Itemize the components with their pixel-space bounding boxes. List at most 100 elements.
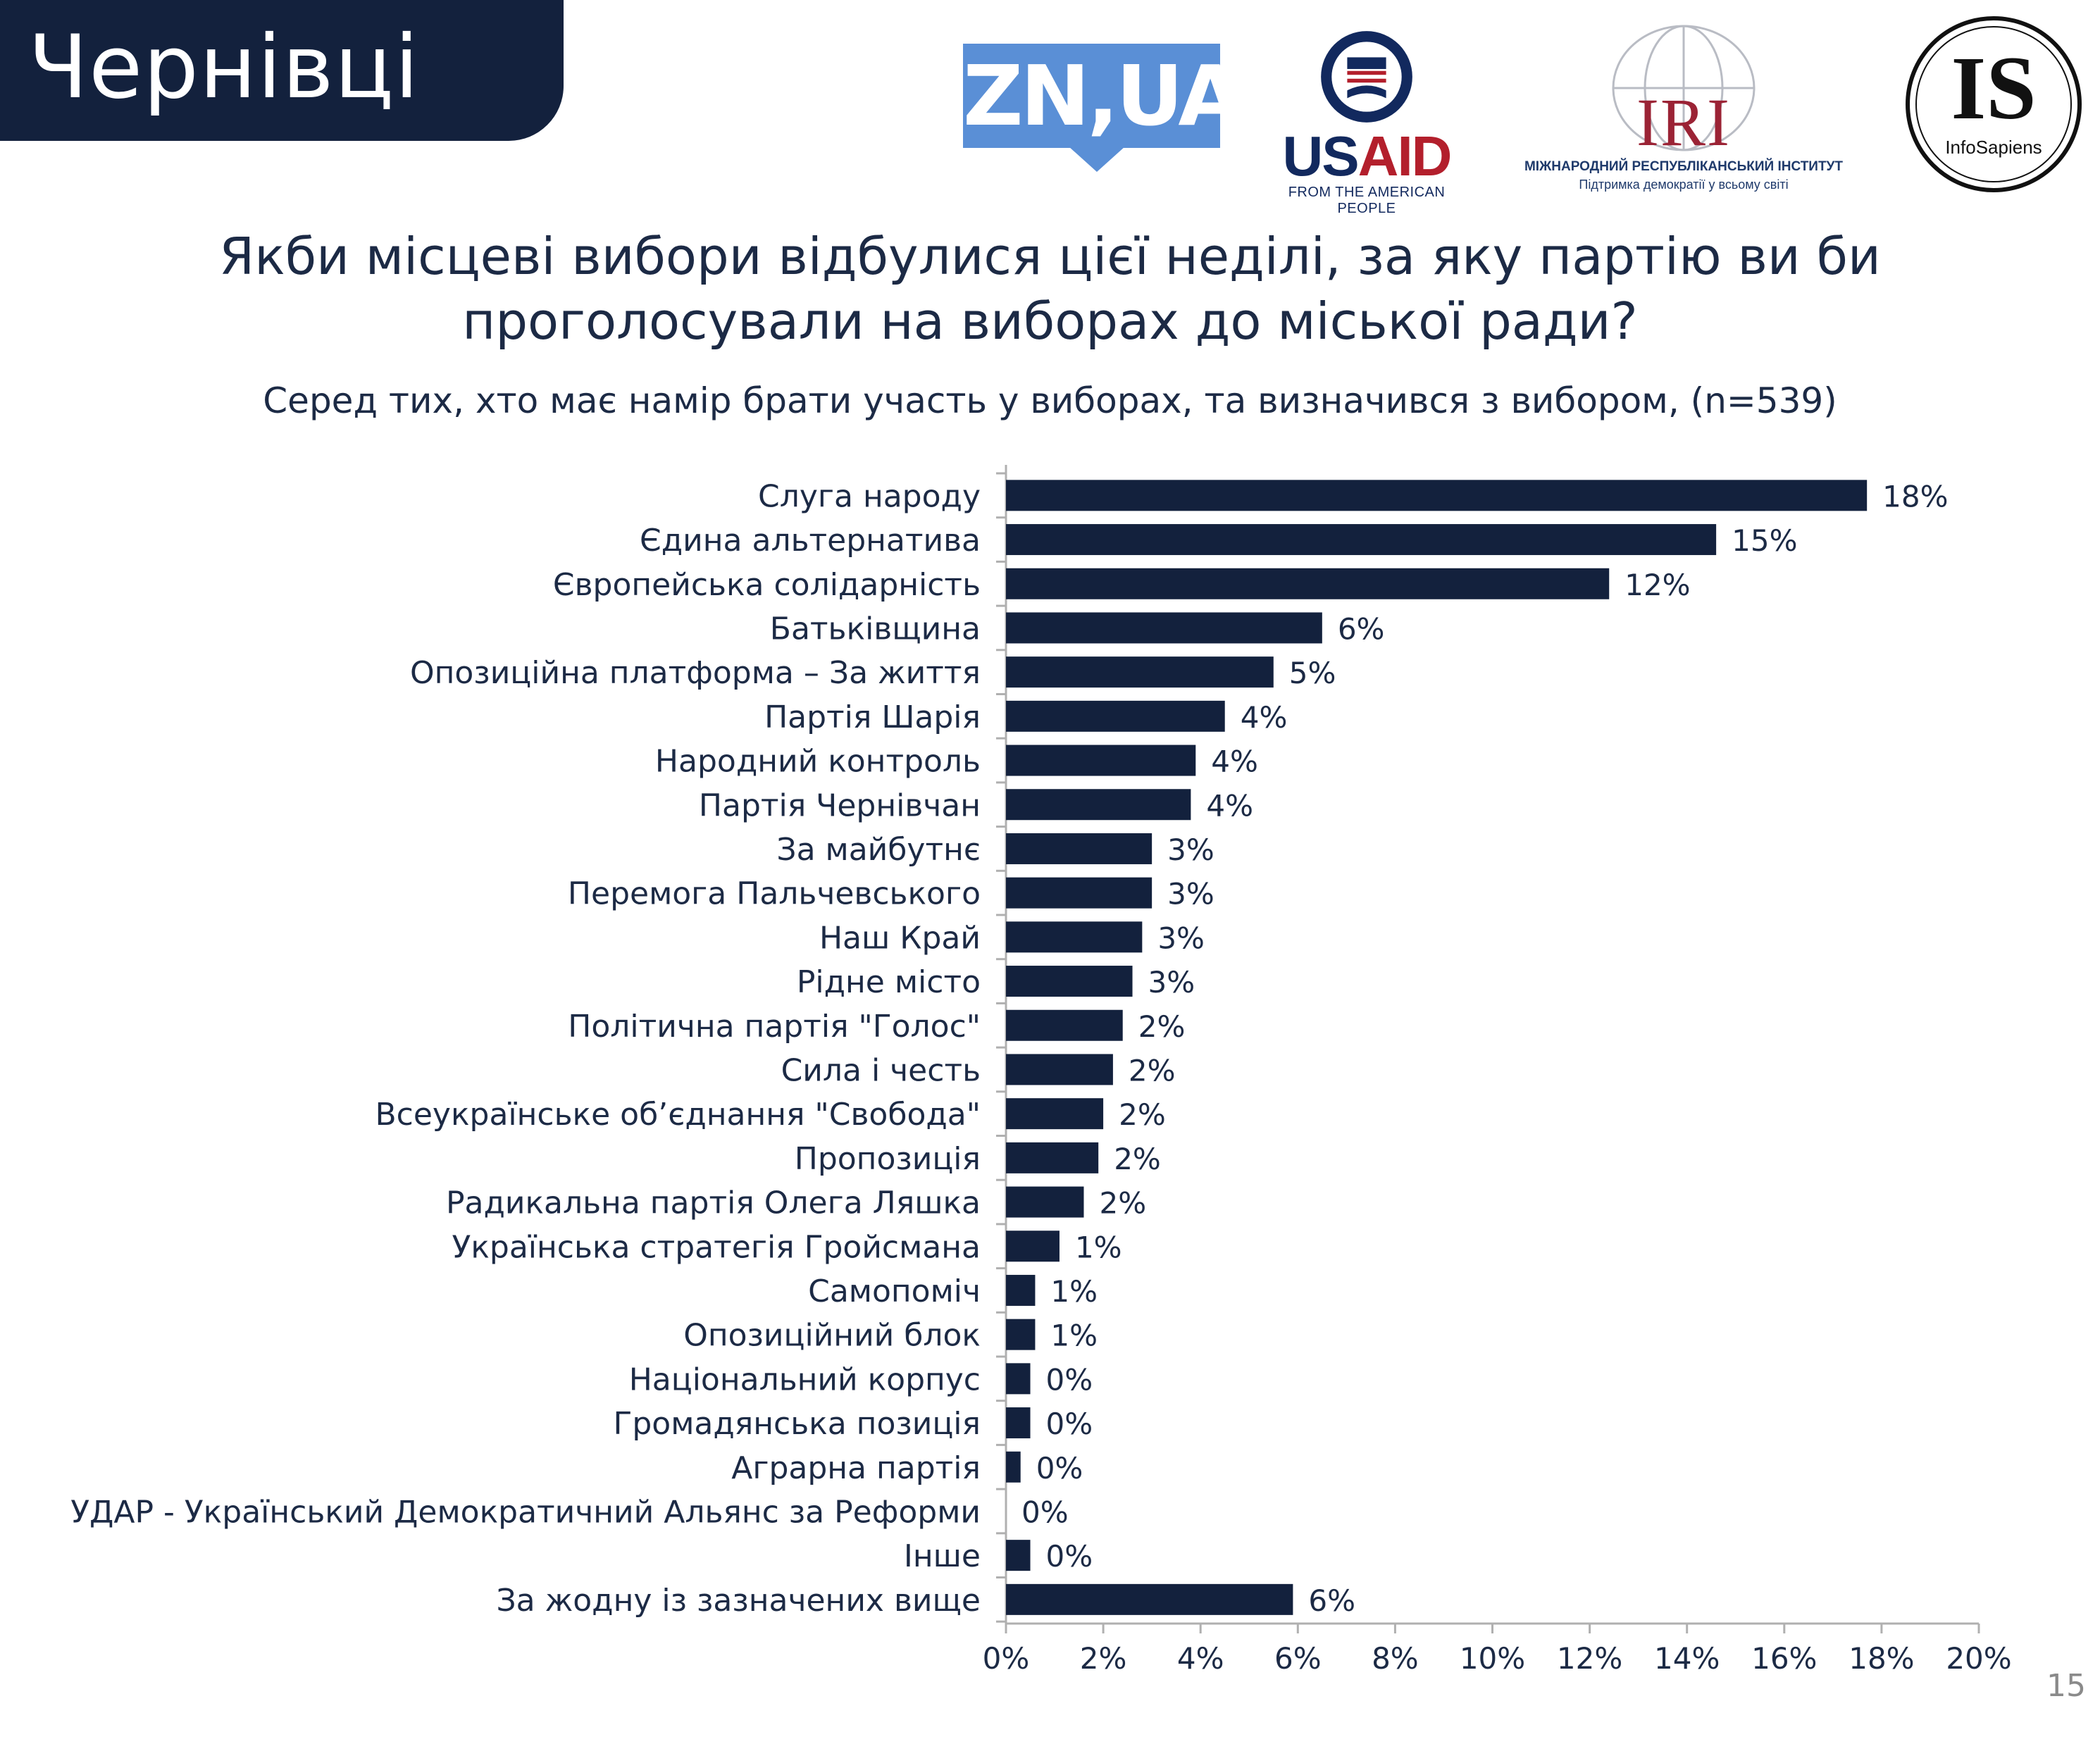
x-tick-label: 12% xyxy=(1557,1641,1622,1676)
value-label: 6% xyxy=(1308,1583,1355,1618)
x-tick-label: 0% xyxy=(983,1641,1030,1676)
bar xyxy=(1006,1142,1099,1173)
value-label: 4% xyxy=(1206,788,1253,823)
chart-title: Якби місцеві вибори відбулися цієї неділ… xyxy=(0,224,2100,354)
value-label: 2% xyxy=(1119,1097,1166,1132)
infosapiens-name: InfoSapiens xyxy=(1945,137,2042,158)
iri-institute-name: МІЖНАРОДНИЙ РЕСПУБЛІКАНСЬКИЙ ІНСТИТУТ xyxy=(1524,159,1843,174)
category-label: Європейська солідарність xyxy=(553,567,981,603)
bar xyxy=(1006,568,1610,599)
bar xyxy=(1006,1319,1036,1350)
value-label: 4% xyxy=(1241,700,1288,735)
category-label: Опозиційний блок xyxy=(683,1318,981,1354)
category-label: УДАР - Український Демократичний Альянс … xyxy=(70,1494,981,1530)
bar xyxy=(1006,966,1133,997)
value-label: 1% xyxy=(1050,1319,1098,1353)
value-label: 15% xyxy=(1732,523,1797,558)
zn-ua-logo-tail xyxy=(1069,147,1125,172)
category-label: Батьківщина xyxy=(770,611,981,647)
value-label: 2% xyxy=(1129,1053,1176,1088)
city-header-tab: Чернівці xyxy=(0,0,564,141)
x-tick-label: 6% xyxy=(1274,1641,1322,1676)
value-label: 3% xyxy=(1167,833,1214,867)
category-label: Національний корпус xyxy=(629,1362,981,1397)
iri-wordmark: IRI xyxy=(1636,85,1731,160)
category-label: За жодну із зазначених вище xyxy=(496,1583,981,1619)
value-label: 5% xyxy=(1289,656,1336,690)
city-title: Чернівці xyxy=(28,17,420,118)
bar xyxy=(1006,833,1152,864)
bar xyxy=(1006,524,1717,556)
usaid-seal-icon xyxy=(1321,31,1412,123)
value-label: 0% xyxy=(1021,1495,1069,1529)
category-label: Єдина альтернатива xyxy=(640,523,981,559)
bar xyxy=(1006,877,1152,909)
iri-globe-icon xyxy=(1612,25,1756,151)
bar xyxy=(1006,1186,1084,1218)
bar xyxy=(1006,656,1274,688)
iri-logo: IRI МІЖНАРОДНИЙ РЕСПУБЛІКАНСЬКИЙ ІНСТИТУ… xyxy=(1504,21,1863,197)
category-label: Аграрна партія xyxy=(731,1450,981,1486)
bar xyxy=(1006,921,1143,953)
page-number: 15 xyxy=(2046,1668,2086,1704)
usaid-tagline: FROM THE AMERICAN PEOPLE xyxy=(1288,185,1446,216)
x-tick-label: 16% xyxy=(1751,1641,1817,1676)
usaid-wordmark: USAID xyxy=(1282,125,1453,187)
x-tick-label: 14% xyxy=(1654,1641,1720,1676)
value-label: 2% xyxy=(1114,1142,1161,1176)
value-label: 1% xyxy=(1075,1230,1122,1264)
x-tick-label: 20% xyxy=(1946,1641,2011,1676)
category-label: Радикальна партія Олега Ляшка xyxy=(446,1185,981,1221)
x-tick-label: 10% xyxy=(1460,1641,1525,1676)
bar xyxy=(1006,1540,1031,1571)
bar xyxy=(1006,1054,1113,1085)
bar xyxy=(1006,789,1191,821)
category-label: Партія Шарія xyxy=(764,699,981,735)
bar xyxy=(1006,480,1868,511)
bar xyxy=(1006,1407,1031,1439)
iri-motto: Підтримка демократії у всьому світі xyxy=(1579,177,1789,192)
category-label: Політична партія "Голос" xyxy=(568,1009,981,1045)
category-label: Перемога Пальчевського xyxy=(568,876,981,912)
category-label: Українська стратегія Гройсмана xyxy=(452,1229,981,1265)
bar xyxy=(1006,1009,1123,1041)
value-label: 2% xyxy=(1099,1186,1146,1221)
bar xyxy=(1006,1583,1293,1615)
chart-title-line-2: проголосували на виборах до міської ради… xyxy=(462,292,1638,351)
category-label: Самопоміч xyxy=(808,1273,981,1309)
x-tick-label: 2% xyxy=(1080,1641,1127,1676)
value-label: 12% xyxy=(1624,568,1690,602)
infosapiens-badge-icon: IS InfoSapiens xyxy=(1906,16,2082,192)
bar xyxy=(1006,1098,1104,1130)
usaid-logo: USAID FROM THE AMERICAN PEOPLE xyxy=(1261,28,1472,216)
category-label: Рідне місто xyxy=(797,964,981,1000)
value-label: 0% xyxy=(1046,1362,1093,1397)
value-label: 6% xyxy=(1338,611,1385,646)
chart-subtitle: Серед тих, хто має намір брати участь у … xyxy=(263,380,1837,421)
bar xyxy=(1006,1363,1031,1395)
bar xyxy=(1006,1451,1021,1483)
infosapiens-logo: IS InfoSapiens xyxy=(1902,13,2085,196)
category-label: За майбутнє xyxy=(776,832,981,868)
bar xyxy=(1006,745,1196,776)
zn-ua-logo-text: ZN,UA xyxy=(963,47,1243,144)
chart-title-line-1: Якби місцеві вибори відбулися цієї неділ… xyxy=(219,227,1881,286)
value-label: 3% xyxy=(1148,965,1195,999)
bar xyxy=(1006,1231,1060,1262)
bar xyxy=(1006,1274,1036,1306)
category-label: Пропозиція xyxy=(795,1141,981,1177)
category-label: Народний контроль xyxy=(655,744,981,780)
category-label: Всеукраїнське об’єднання "Свобода" xyxy=(375,1097,981,1133)
value-label: 1% xyxy=(1050,1274,1098,1309)
infosapiens-mark: IS xyxy=(1951,38,2037,138)
x-tick-label: 18% xyxy=(1849,1641,1914,1676)
value-label: 0% xyxy=(1046,1539,1093,1574)
category-label: Партія Чернівчан xyxy=(699,787,981,823)
category-label: Наш Край xyxy=(819,920,981,956)
value-label: 18% xyxy=(1882,479,1948,513)
zn-ua-logo: ZN,UA xyxy=(963,44,1243,172)
category-label: Сила і честь xyxy=(781,1052,981,1088)
category-label: Інше xyxy=(904,1538,981,1574)
x-tick-label: 4% xyxy=(1177,1641,1224,1676)
